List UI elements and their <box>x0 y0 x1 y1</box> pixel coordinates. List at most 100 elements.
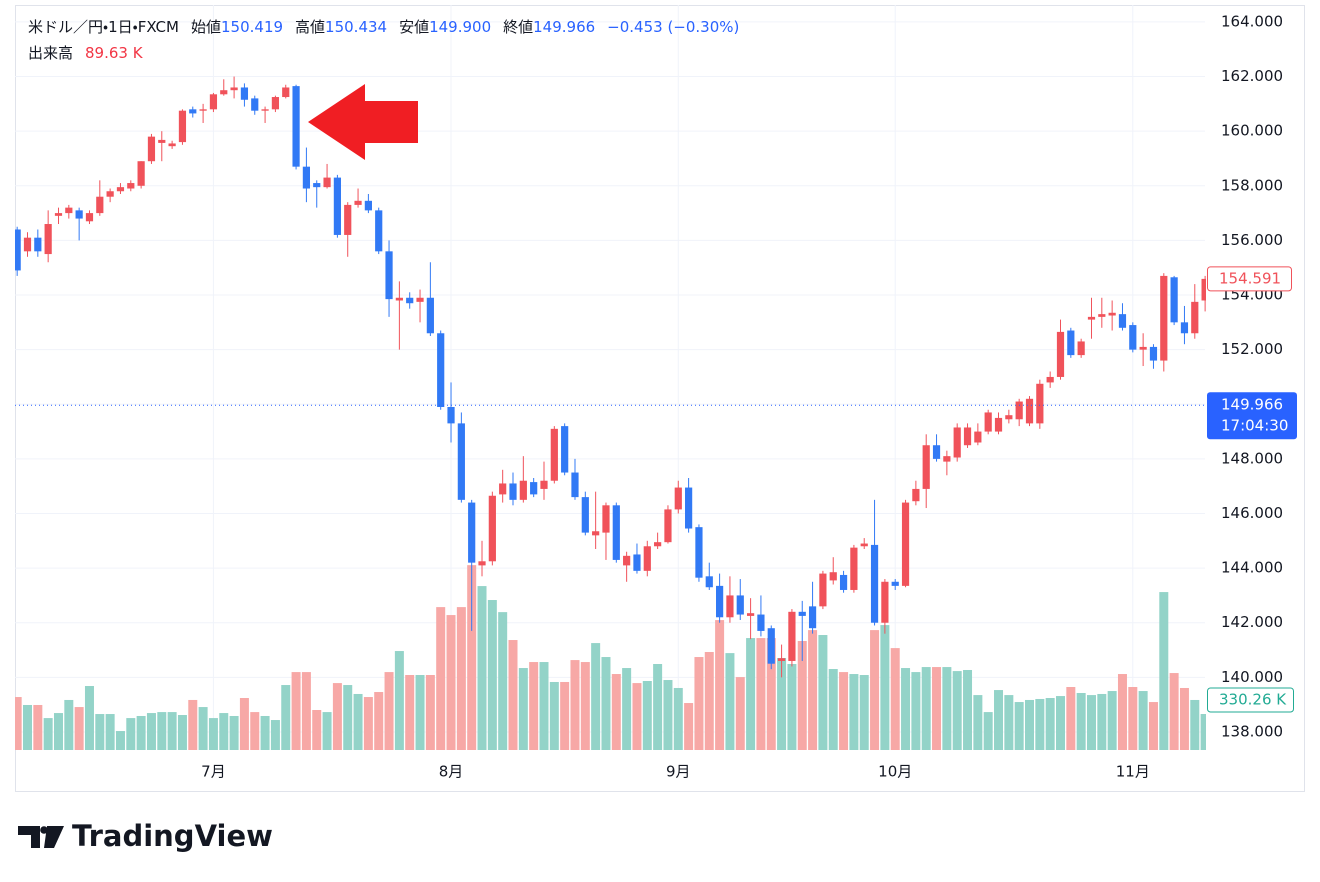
candle-body <box>478 561 486 566</box>
logo: TradingView <box>18 819 273 853</box>
legend-line: 米ドル／円・1日・FXCM 始値150.419 高値150.434 安値149.900… <box>28 18 739 36</box>
candle-body <box>375 210 383 252</box>
candle-body <box>457 423 465 500</box>
volume-bar <box>95 714 105 750</box>
volume-bar <box>1128 686 1138 750</box>
volume-bar <box>1159 592 1169 750</box>
candle-body <box>839 574 848 590</box>
volume-bar <box>921 667 931 750</box>
last-volume-label: 330.26 K <box>1219 691 1287 709</box>
volume-bar <box>539 662 549 750</box>
volume-bar <box>456 607 466 750</box>
volume-bar <box>715 620 725 750</box>
legend-text: 高値 <box>295 18 325 36</box>
volume-bar <box>260 715 270 750</box>
candle-body <box>127 183 135 189</box>
candle-body <box>994 417 1003 432</box>
volume-bar <box>74 707 84 750</box>
candle-body <box>612 505 620 560</box>
candle-body <box>106 191 114 197</box>
volume-bar <box>601 657 611 750</box>
candle-body <box>1087 316 1096 320</box>
candle-body <box>168 143 176 147</box>
volume-bar <box>890 648 900 750</box>
candle-body <box>44 224 52 255</box>
volume-bar <box>828 669 838 750</box>
volume-bar <box>229 715 239 750</box>
volume-bar <box>549 681 559 750</box>
candle-body <box>757 614 765 631</box>
candle-body <box>230 87 238 91</box>
candle-body <box>323 177 331 188</box>
volume-bar <box>1117 674 1127 750</box>
candle-body <box>85 213 94 222</box>
volume-bar <box>580 662 590 750</box>
candle-body <box>726 595 734 618</box>
candles <box>15 76 1206 678</box>
volume-bar <box>735 677 745 750</box>
volume-bar <box>570 660 580 750</box>
candle-body <box>860 543 868 547</box>
candle-body <box>1067 330 1075 356</box>
volume-bar <box>663 680 673 750</box>
candle-body <box>65 207 73 214</box>
volume-bar <box>725 653 735 750</box>
volume-bar <box>839 672 849 750</box>
countdown-label: 17:04:30 <box>1221 417 1288 435</box>
candle-body <box>499 483 507 495</box>
candle-body <box>674 487 682 510</box>
volume-bar <box>363 697 373 750</box>
candle-body <box>1201 278 1206 301</box>
candle-body <box>984 412 992 432</box>
candle-body <box>406 297 414 304</box>
volume-bar <box>777 658 787 750</box>
volume-bar <box>901 668 911 750</box>
candle-body <box>1077 341 1085 356</box>
candle-body <box>716 585 724 618</box>
volume-bar <box>818 635 828 750</box>
volume-bar <box>394 651 404 750</box>
candle-body <box>746 613 755 616</box>
y-tick-label: 146.000 <box>1221 504 1283 522</box>
volume-bar <box>415 675 425 750</box>
volume-bar <box>694 657 704 750</box>
last-close-label: 154.591 <box>1219 269 1281 287</box>
candle-body <box>147 136 156 162</box>
candle-body <box>1108 312 1116 316</box>
candle-body <box>953 427 961 458</box>
volume-bar <box>983 712 993 750</box>
legend-text: 89.63 K <box>85 44 144 62</box>
volume-bar <box>973 695 983 750</box>
candle-body <box>798 611 806 616</box>
last-close-tag <box>1207 266 1292 292</box>
volume-bar <box>436 607 446 750</box>
candle-body <box>1005 415 1013 420</box>
volume-bar <box>1014 702 1024 750</box>
legend-volume-line: 出来高 89.63 K <box>28 44 144 62</box>
x-tick-label: 8月 <box>439 763 464 781</box>
legend-text: 149.966 <box>533 18 595 36</box>
volume-bar <box>508 640 518 750</box>
candle-body <box>922 445 930 489</box>
volume-bar <box>198 707 208 750</box>
volume-bar <box>1055 696 1065 750</box>
candle-body <box>1025 398 1034 424</box>
candle-body <box>1139 346 1147 350</box>
volume-bar <box>870 630 880 750</box>
candle-body <box>643 546 651 571</box>
volume-bar <box>270 720 280 750</box>
volume-bar <box>1169 673 1179 750</box>
volume-bar <box>591 643 601 750</box>
candle-body <box>261 109 269 111</box>
overlay: 138.000 140.000 142.000 144.000 146.000 148.0… <box>15 12 1297 781</box>
candle-body <box>881 581 889 623</box>
volume-bar <box>177 715 187 750</box>
candle-body <box>891 581 899 586</box>
volume-bar <box>281 685 291 750</box>
current-price-tag <box>1207 392 1297 440</box>
volume-bar <box>1138 691 1148 750</box>
volume-bar <box>684 703 694 750</box>
volume-bar <box>15 697 22 750</box>
volume-bar <box>446 615 456 750</box>
candle-body <box>932 445 941 459</box>
